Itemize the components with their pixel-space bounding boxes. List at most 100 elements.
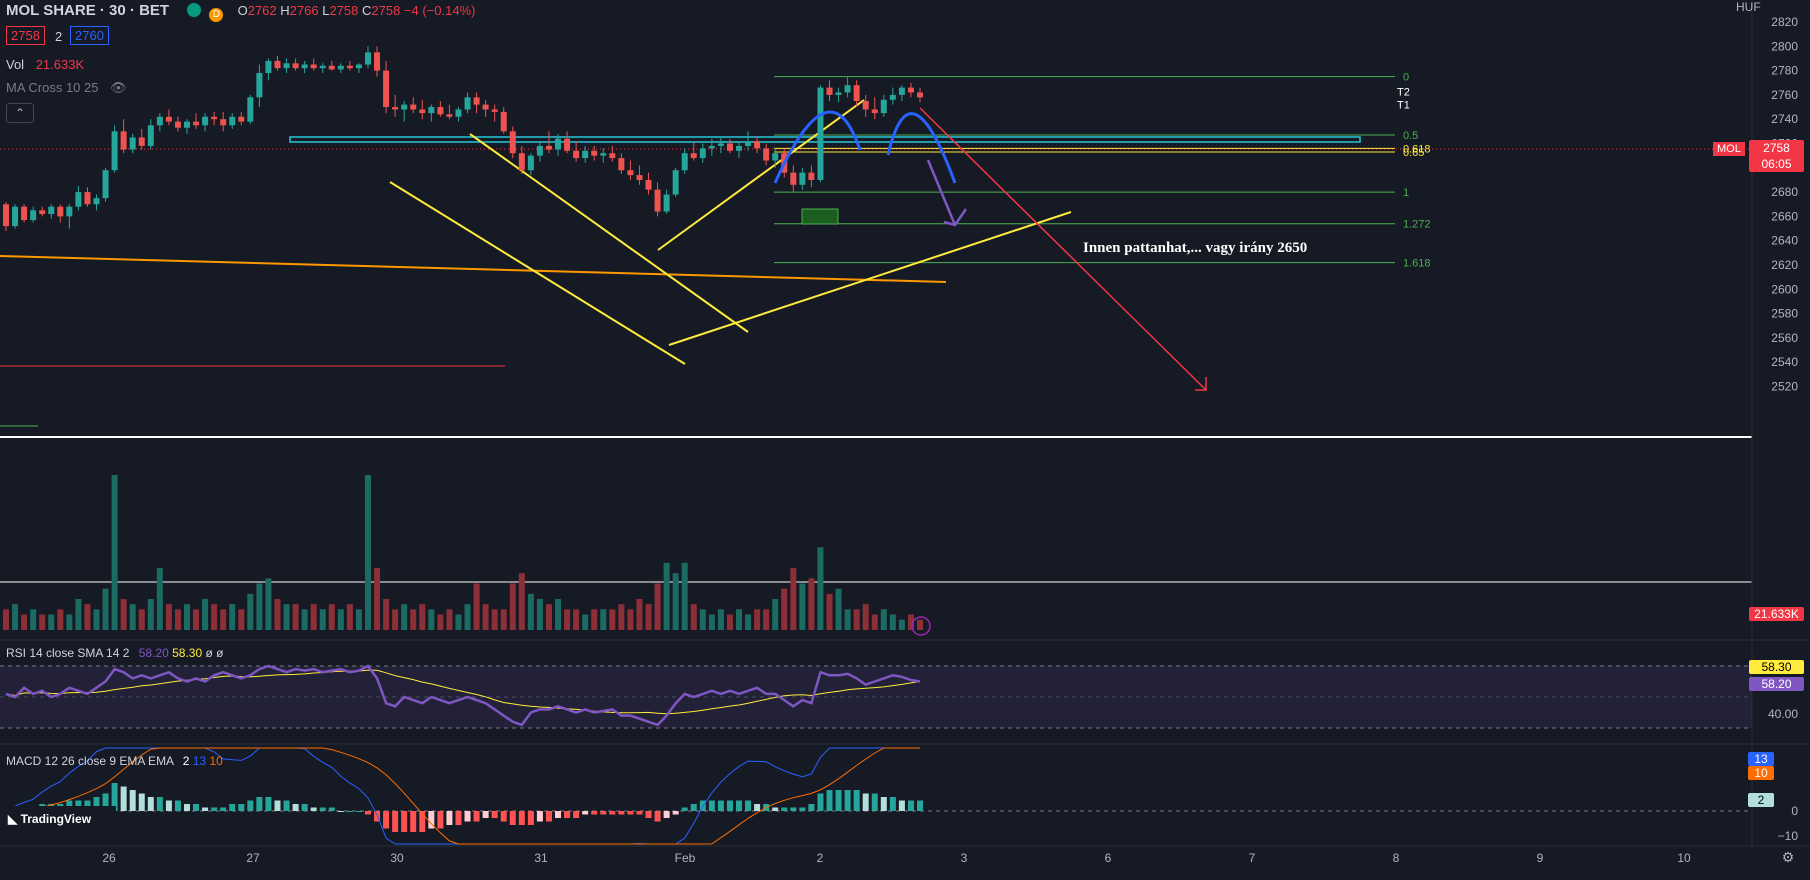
x-tick-label[interactable]: 10 — [1677, 851, 1691, 865]
candle-body — [636, 175, 643, 180]
volume-bar — [844, 609, 851, 630]
candle-body — [319, 65, 326, 69]
volume-bar — [292, 604, 299, 630]
macd-hist-bar — [627, 811, 634, 815]
rsi-sma-line — [5, 669, 921, 715]
candle-body — [392, 107, 399, 110]
candle-body — [355, 64, 362, 69]
y-tick-label: 2740 — [1771, 112, 1798, 126]
volume-bar — [898, 619, 905, 630]
market-open-icon — [187, 3, 202, 17]
macd-hist-bar — [681, 807, 688, 811]
volume-bar — [183, 604, 190, 630]
ohlc-readout: O2762 H2766 L2758 C2758 −4 (−0.14%) — [237, 3, 476, 18]
x-tick-label[interactable]: 31 — [534, 851, 548, 865]
candle-body — [591, 150, 598, 156]
tradingview-logo[interactable]: ◣ TradingView — [0, 806, 116, 832]
macd-hist-bar — [473, 811, 480, 822]
x-tick-label[interactable]: 3 — [961, 851, 968, 865]
volume-bar — [247, 593, 254, 630]
y-tick-label: 2820 — [1771, 15, 1798, 29]
collapse-legend-button[interactable]: ⌃ — [6, 103, 34, 123]
volume-bar — [745, 614, 752, 630]
candle-body — [265, 60, 272, 74]
candle-body — [21, 206, 28, 221]
candle-body — [102, 170, 109, 199]
macd-legend: MACD 12 26 close 9 EMA EMA 2 13 10 — [6, 754, 223, 768]
candle-body — [672, 170, 679, 195]
volume-bar — [618, 604, 625, 630]
candle-body — [202, 116, 209, 126]
macd-hist-bar — [898, 800, 905, 811]
macd-hist-bar — [754, 804, 761, 811]
x-tick-label[interactable]: 26 — [102, 851, 116, 865]
cyan-resistance-zone — [289, 136, 1361, 143]
candle-body — [708, 145, 715, 149]
candle-body — [754, 141, 761, 149]
macd-hist-bar — [93, 797, 100, 811]
volume-bar — [57, 609, 64, 630]
fib-label-1.272: 1.272 — [1403, 219, 1431, 231]
volume-bar — [419, 604, 426, 630]
macd-hist-bar — [545, 811, 552, 822]
x-tick-label[interactable]: 8 — [1393, 851, 1400, 865]
volume-bar — [591, 609, 598, 630]
sell-price-button[interactable]: 2758 — [6, 26, 45, 45]
candle-body — [871, 109, 878, 114]
macd-hist-bar — [745, 800, 752, 811]
macd-hist-bar — [229, 804, 236, 811]
ma-cross-legend[interactable]: MA Cross 10 25 👁 — [6, 80, 127, 95]
candle-body — [374, 52, 381, 71]
currency-label[interactable]: HUF — [1736, 0, 1761, 14]
hidden-eye-icon[interactable]: 👁 — [110, 80, 127, 95]
volume-bar — [174, 609, 181, 630]
candle-body — [555, 138, 562, 150]
candle-body — [401, 104, 408, 110]
candle-body — [229, 116, 236, 126]
macd-hist-bar — [337, 811, 344, 812]
macd-hist-bar — [156, 797, 163, 811]
chart-annotation: Innen pattanhat,... vagy irány 2650 — [1083, 240, 1308, 256]
volume-bar — [3, 609, 9, 630]
volume-bar — [889, 614, 896, 630]
yellow-trendline — [668, 211, 1072, 346]
macd-hist-bar — [283, 800, 290, 811]
settings-gear-icon: ⚙ — [1782, 849, 1795, 865]
candle-body — [165, 116, 172, 122]
macd-hist-bar — [220, 807, 227, 811]
double-top-arc-left — [773, 110, 862, 184]
macd-hist-bar — [428, 811, 435, 829]
volume-bar — [482, 604, 489, 630]
volume-bar — [102, 588, 109, 630]
buy-price-button[interactable]: 2760 — [70, 26, 109, 45]
macd-hist-bar — [211, 807, 218, 811]
x-tick-label[interactable]: 30 — [390, 851, 404, 865]
volume-bar — [799, 583, 806, 630]
rsi-legend: RSI 14 close SMA 14 2 58.20 58.30 ø ø — [6, 646, 224, 660]
x-tick-label[interactable]: 27 — [246, 851, 260, 865]
x-tick-label[interactable]: 2 — [817, 851, 824, 865]
green-demand-box — [801, 208, 839, 225]
macd-hist-bar — [355, 811, 362, 812]
volume-bar — [265, 578, 272, 630]
volume-bar — [717, 609, 724, 630]
volume-bar — [536, 599, 543, 630]
candle-body — [337, 65, 344, 70]
x-tick-label[interactable]: 6 — [1105, 851, 1112, 865]
x-tick-label[interactable]: Feb — [675, 851, 696, 865]
volume-bar — [672, 573, 679, 630]
volume-bar — [84, 604, 91, 630]
candle-body — [364, 52, 371, 65]
candle-body — [346, 65, 353, 69]
macd-hist-bar — [419, 811, 426, 832]
x-tick-label[interactable]: 7 — [1249, 851, 1256, 865]
symbol-title[interactable]: MOL SHARE · 30 · BET — [6, 2, 170, 19]
candle-body — [663, 194, 670, 212]
target-label-T2: T2 — [1397, 86, 1410, 98]
volume-bar — [147, 599, 154, 630]
x-tick-label[interactable]: 9 — [1537, 851, 1544, 865]
yellow-trendline — [469, 133, 749, 333]
macd-hist-bar — [564, 811, 571, 818]
candle-body — [500, 111, 507, 132]
